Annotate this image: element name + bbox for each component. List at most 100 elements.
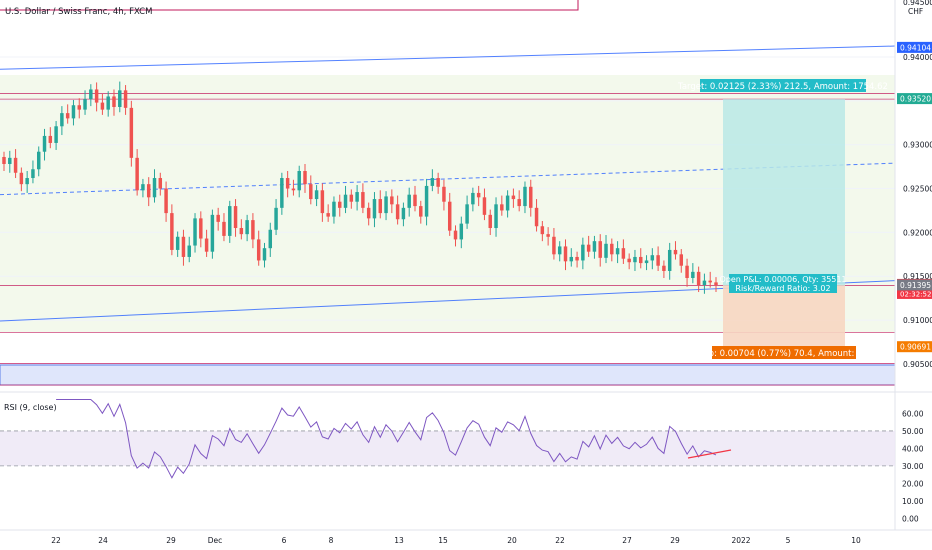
candle-body (170, 213, 174, 250)
candle-body (639, 256, 643, 264)
candle-body (118, 90, 122, 107)
candle-body (662, 265, 666, 271)
time-tick-label: 20 (507, 536, 517, 545)
stop-badge-bg (897, 341, 932, 353)
candle-body (419, 206, 423, 217)
candle-body (552, 236, 556, 255)
candle-body (505, 195, 510, 211)
candle-body (546, 234, 550, 237)
candle-body (48, 135, 53, 143)
candle-body (54, 126, 58, 143)
candle-body (667, 249, 672, 271)
candle-body (268, 229, 273, 249)
candle-body (25, 178, 29, 185)
time-tick-label: 10 (851, 536, 861, 545)
candle-body (42, 135, 47, 152)
candle-body (100, 102, 105, 110)
candle-body (31, 169, 35, 179)
candle-body (691, 271, 695, 278)
candle-body (193, 218, 197, 246)
candlestick-series (2, 81, 718, 294)
candle-body (621, 248, 626, 259)
rsi-tick-label: 10.00 (902, 497, 924, 506)
rsi-title: RSI (9, close) (4, 403, 57, 412)
target-badge: 0.93520 (900, 95, 931, 104)
candle-body (436, 178, 440, 187)
candle-body (285, 178, 290, 189)
rsi-tick-label: 0.00 (902, 514, 919, 523)
candle-body (175, 236, 180, 250)
rsi-tick-label: 30.00 (902, 462, 924, 471)
candle-body (239, 228, 244, 235)
candle-body (314, 190, 319, 200)
rsi-band-background (0, 430, 895, 466)
candle-body (569, 256, 574, 262)
price-tick-label: 0.94000 (903, 53, 932, 62)
candle-body (644, 260, 649, 264)
candle-body (517, 199, 521, 207)
candle-body (338, 201, 342, 208)
candle-body (60, 113, 64, 127)
stop-label: Stop: 0.00704 (0.77%) 70.4, Amount: 750 (695, 349, 874, 359)
candle-body (482, 197, 487, 215)
price-tick-label: 0.92000 (903, 228, 932, 237)
time-tick-label: 29 (166, 536, 176, 545)
time-axis[interactable]: 22 24 29 Dec 6 8 13 15 20 22 27 29 2022 5 10 (51, 536, 861, 545)
entry-badge-bg (897, 279, 932, 291)
candle-body (204, 238, 209, 252)
candle-body (610, 243, 614, 255)
candle-body (343, 194, 348, 208)
candle-body (228, 206, 232, 236)
blue-zone-box (0, 364, 896, 386)
candle-body (262, 248, 267, 261)
price-tick-label: 0.90500 (903, 360, 932, 369)
time-tick-label: 6 (282, 536, 287, 545)
candle-body (210, 214, 215, 252)
candle-body (94, 89, 99, 103)
candle-body (390, 196, 394, 205)
candle-body (384, 196, 388, 214)
candle-body (407, 194, 411, 208)
candle-body (320, 190, 325, 214)
price-axis-badges: 0.941040.935200.9140102:32:520.913950.90… (897, 41, 932, 353)
candle-body (413, 194, 417, 207)
candle-body (563, 246, 568, 262)
candle-body (164, 188, 168, 214)
long-position-tool[interactable] (723, 99, 845, 348)
candle-body (511, 195, 516, 200)
price-tick-label: 0.93000 (903, 141, 932, 150)
candle-body (442, 186, 446, 202)
candle-body (627, 258, 631, 263)
price-axis[interactable] (895, 0, 932, 530)
candle-body (494, 204, 498, 229)
candle-body (401, 207, 406, 220)
target-badge-bg (897, 93, 932, 105)
candle-body (685, 265, 689, 278)
candle-body (112, 96, 116, 107)
candle-body (424, 185, 429, 217)
candle-body (83, 99, 87, 110)
channel-top-badge: 0.94104 (900, 43, 931, 52)
candle-body (447, 201, 452, 231)
candle-body (309, 184, 313, 200)
price-tick-label: 0.91000 (903, 316, 932, 325)
candle-body (135, 157, 139, 191)
candle-body (13, 157, 18, 173)
candle-body (476, 192, 481, 198)
time-tick-label: 5 (786, 536, 791, 545)
candle-body (274, 207, 278, 230)
candle-body (673, 249, 678, 255)
candle-body (199, 218, 203, 239)
entry-badge: 0.91395 (900, 281, 931, 290)
time-tick-label: 24 (98, 536, 108, 545)
candle-body (297, 171, 301, 191)
candle-body (604, 243, 608, 258)
rsi-tick-label: 20.00 (902, 479, 924, 488)
time-tick-label: 22 (555, 536, 565, 545)
candle-body (500, 204, 504, 211)
channel-upper-line (0, 45, 896, 70)
candle-body (581, 244, 585, 261)
candle-body (372, 199, 377, 219)
rsi-line (56, 399, 717, 479)
